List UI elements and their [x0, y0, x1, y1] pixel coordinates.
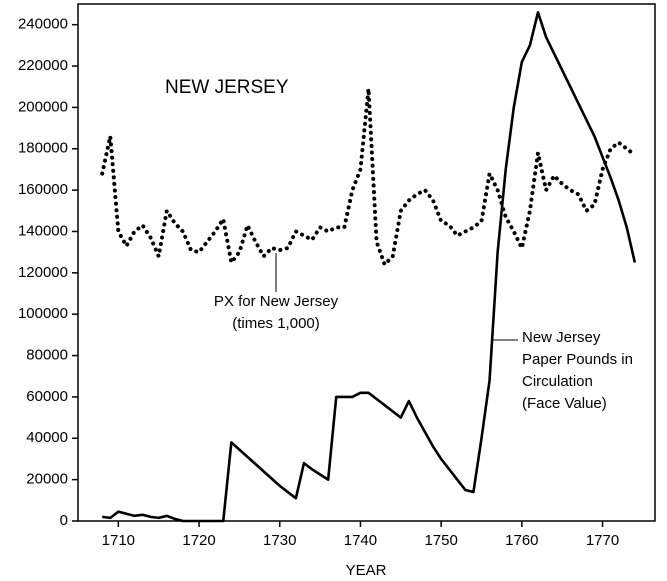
y-tick-label: 120000 — [18, 264, 68, 281]
x-tick-label: 1760 — [505, 532, 538, 549]
x-tick-label: 1720 — [182, 532, 215, 549]
y-tick-label: 60000 — [26, 388, 68, 405]
x-tick-label: 1750 — [424, 532, 457, 549]
series-annotation: Paper Pounds in — [522, 351, 633, 368]
y-tick-label: 80000 — [26, 347, 68, 364]
series-annotation: New Jersey — [522, 329, 601, 346]
y-tick-label: 160000 — [18, 181, 68, 198]
chart-title: NEW JERSEY — [165, 77, 289, 98]
series-annotation: Circulation — [522, 373, 593, 390]
x-axis-label: YEAR — [346, 562, 387, 579]
series-annotation: (times 1,000) — [232, 315, 320, 332]
y-tick-label: 40000 — [26, 429, 68, 446]
x-tick-label: 1740 — [344, 532, 377, 549]
y-tick-label: 220000 — [18, 57, 68, 74]
x-tick-label: 1770 — [586, 532, 619, 549]
y-tick-label: 20000 — [26, 471, 68, 488]
data-line — [100, 86, 637, 267]
y-tick-label: 240000 — [18, 16, 68, 33]
y-tick-label: 140000 — [18, 222, 68, 239]
y-tick-label: 100000 — [18, 305, 68, 322]
x-tick-label: 1730 — [263, 532, 296, 549]
series-annotation: (Face Value) — [522, 395, 607, 412]
plot-frame — [77, 3, 656, 522]
data-line — [102, 10, 637, 523]
y-tick-label: 0 — [60, 512, 68, 529]
y-tick-label: 200000 — [18, 98, 68, 115]
y-tick-label: 180000 — [18, 140, 68, 157]
series-annotation: PX for New Jersey — [214, 293, 339, 310]
x-tick-label: 1710 — [102, 532, 135, 549]
